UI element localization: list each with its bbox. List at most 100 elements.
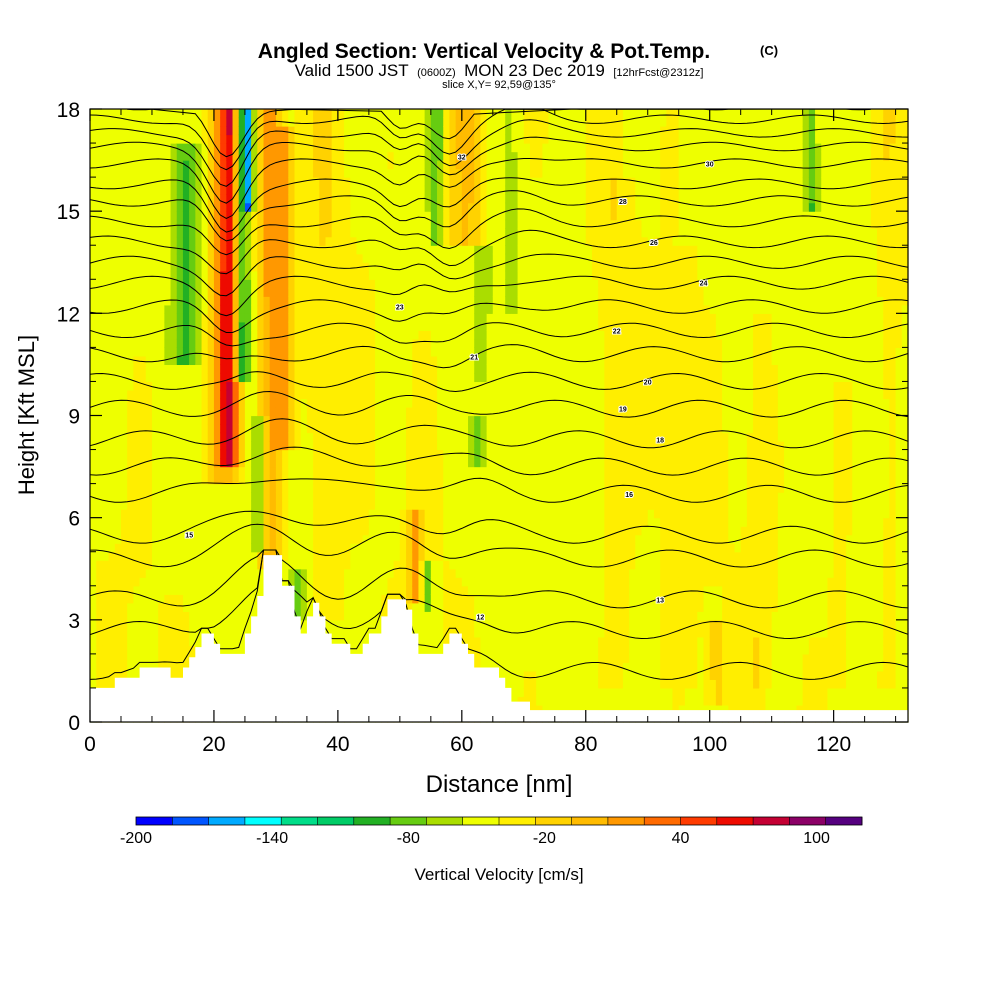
velocity-cell [449, 381, 457, 391]
velocity-cell [127, 109, 134, 119]
velocity-cell [294, 262, 302, 272]
velocity-cell [319, 517, 327, 527]
velocity-cell [251, 270, 258, 280]
velocity-cell [220, 517, 227, 527]
velocity-cell [182, 500, 190, 510]
velocity-cell [300, 253, 308, 263]
velocity-cell [455, 441, 463, 451]
velocity-cell [356, 330, 364, 340]
velocity-cell [207, 236, 215, 246]
velocity-cell [399, 168, 407, 178]
velocity-cell [399, 364, 407, 374]
velocity-cell [344, 109, 351, 119]
velocity-cell [437, 313, 444, 323]
velocity-cell [375, 458, 382, 468]
velocity-cell [176, 194, 184, 204]
velocity-cell [375, 611, 382, 621]
velocity-cell [145, 483, 153, 493]
velocity-cell [492, 500, 500, 510]
velocity-cell [300, 143, 308, 153]
velocity-cell [263, 151, 271, 161]
velocity-cell [486, 194, 494, 204]
velocity-cell [412, 475, 420, 485]
velocity-cell [480, 415, 488, 425]
velocity-cell [300, 424, 308, 434]
velocity-cell [195, 185, 203, 195]
velocity-cell [96, 134, 103, 144]
velocity-cell [90, 636, 97, 646]
velocity-cell [207, 347, 215, 357]
velocity-cell [381, 304, 389, 314]
velocity-cell [102, 270, 110, 280]
velocity-cell [176, 577, 184, 587]
velocity-cell [418, 134, 426, 144]
velocity-cell [164, 355, 172, 366]
velocity-cell [244, 543, 252, 553]
velocity-cell [418, 475, 426, 485]
velocity-cell [362, 177, 370, 187]
velocity-cell [443, 262, 451, 272]
velocity-cell [437, 134, 444, 144]
velocity-cell [176, 253, 184, 263]
velocity-cell [480, 534, 488, 544]
velocity-cell [269, 219, 277, 229]
velocity-cell [207, 619, 215, 629]
velocity-cell [176, 126, 184, 136]
velocity-cell [362, 253, 370, 263]
velocity-cell [145, 321, 153, 331]
velocity-cell [213, 168, 221, 178]
velocity-cell [164, 492, 172, 502]
velocity-cell [238, 347, 246, 357]
velocity-cell [362, 211, 370, 221]
velocity-cell [480, 321, 488, 331]
velocity-cell [393, 287, 401, 297]
velocity-cell [275, 424, 283, 434]
velocity-cell [164, 338, 172, 348]
velocity-cell [356, 381, 364, 391]
velocity-cell [120, 406, 128, 417]
velocity-cell [492, 330, 500, 340]
velocity-cell [300, 202, 308, 212]
velocity-cell [96, 304, 103, 314]
velocity-cell [294, 279, 302, 289]
velocity-cell [251, 398, 258, 408]
velocity-cell [505, 117, 512, 127]
velocity-cell [170, 194, 178, 204]
velocity-cell [350, 526, 358, 536]
velocity-cell [362, 466, 370, 476]
velocity-cell [127, 534, 134, 544]
velocity-cell [145, 585, 153, 595]
velocity-cell [337, 160, 345, 170]
velocity-cell [424, 636, 432, 646]
velocity-cell [282, 296, 289, 306]
velocity-cell [213, 424, 221, 434]
velocity-cell [393, 432, 401, 442]
velocity-cell [294, 594, 302, 604]
velocity-cell [455, 109, 463, 119]
velocity-cell [393, 219, 401, 229]
velocity-cell [263, 475, 271, 485]
velocity-cell [362, 185, 370, 195]
velocity-cell [430, 228, 438, 238]
velocity-cell [387, 551, 395, 561]
velocity-cell [164, 262, 172, 272]
velocity-cell [288, 458, 296, 468]
velocity-cell [189, 160, 196, 170]
velocity-cell [151, 219, 159, 229]
velocity-cell [306, 202, 314, 212]
velocity-cell [133, 526, 141, 536]
velocity-cell [102, 143, 110, 153]
velocity-cell [350, 117, 358, 127]
velocity-cell [455, 304, 463, 314]
velocity-cell [232, 406, 240, 417]
velocity-cell [424, 449, 432, 459]
valid-date: MON 23 Dec 2019 [464, 61, 605, 80]
velocity-cell [325, 177, 333, 187]
velocity-cell [151, 313, 159, 323]
velocity-cell [381, 492, 389, 502]
velocity-cell [511, 398, 519, 408]
velocity-cell [201, 475, 209, 485]
velocity-cell [350, 602, 358, 612]
velocity-cell [170, 287, 178, 297]
velocity-cell [232, 330, 240, 340]
